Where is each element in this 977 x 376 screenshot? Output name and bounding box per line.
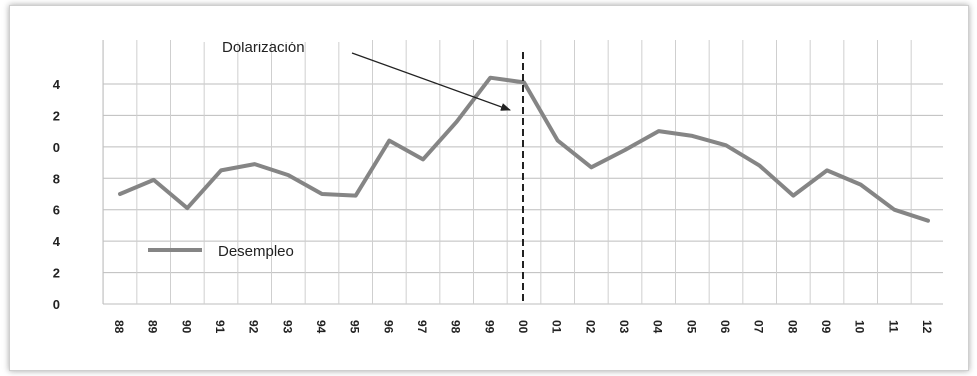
x-tick-label: 96 — [381, 320, 395, 334]
data-point — [320, 192, 324, 196]
data-point — [354, 194, 358, 198]
x-tick-label: 91 — [213, 320, 227, 334]
data-point — [758, 164, 762, 168]
x-tick-label: 98 — [449, 320, 463, 334]
data-point — [657, 129, 661, 133]
data-point — [286, 173, 290, 177]
x-tick-label: 12 — [920, 320, 934, 334]
x-tick-label: 04 — [651, 320, 665, 334]
x-axis-ticks: 88 89 90 91 92 93 94 95 96 97 98 99 00 01 02 03 04 05 06 07… — [112, 320, 934, 334]
x-tick-label: 95 — [348, 320, 362, 334]
data-point — [791, 194, 795, 198]
x-tick-label: 89 — [146, 320, 160, 334]
data-point — [455, 120, 459, 124]
x-tick-label: 97 — [415, 320, 429, 334]
data-point — [623, 148, 627, 152]
y-tick-label: 2 — [53, 108, 60, 123]
data-point — [488, 76, 492, 80]
chart-frame — [9, 5, 969, 371]
data-point — [118, 192, 122, 196]
data-point — [556, 139, 560, 143]
x-tick-label: 06 — [718, 320, 732, 334]
x-tick-label: 08 — [785, 320, 799, 334]
x-tick-label: 92 — [247, 320, 261, 334]
data-point — [219, 168, 223, 172]
data-point — [589, 165, 593, 169]
y-tick-label: 8 — [53, 171, 60, 186]
annotation-label: Dolarización — [222, 39, 305, 56]
data-point — [152, 178, 156, 182]
data-point — [859, 183, 863, 187]
x-tick-label: 94 — [314, 320, 328, 334]
x-tick-label: 00 — [516, 320, 530, 334]
x-tick-label: 03 — [617, 320, 631, 334]
x-tick-label: 90 — [179, 320, 193, 334]
y-tick-label: 0 — [53, 140, 60, 155]
y-tick-label: 4 — [53, 234, 61, 249]
annotation-group: Dolarización — [200, 30, 524, 304]
legend-label: Desempleo — [218, 243, 294, 260]
data-point — [522, 80, 526, 84]
x-tick-label: 99 — [482, 320, 496, 334]
x-tick-label: 09 — [819, 320, 833, 334]
x-tick-label: 05 — [684, 320, 698, 334]
x-tick-label: 07 — [752, 320, 766, 334]
x-tick-label: 93 — [280, 320, 294, 334]
data-point — [892, 208, 896, 212]
y-tick-label: 0 — [53, 297, 60, 312]
y-tick-label: 4 — [53, 77, 61, 92]
gridlines — [102, 40, 943, 305]
data-point — [690, 134, 694, 138]
y-axis-ticks: 0 2 4 6 8 0 2 4 — [53, 77, 61, 312]
data-point — [926, 219, 930, 223]
series-group — [118, 75, 930, 223]
data-point — [724, 143, 728, 147]
annotation-label-crop — [200, 30, 370, 42]
data-point — [825, 168, 829, 172]
x-tick-label: 10 — [853, 320, 867, 334]
data-point — [253, 162, 257, 166]
data-point — [387, 139, 391, 143]
y-tick-label: 6 — [53, 203, 60, 218]
annotation-arrow — [351, 52, 511, 111]
x-tick-label: 11 — [886, 320, 900, 333]
y-tick-label: 2 — [53, 266, 60, 281]
legend: Desempleo — [148, 243, 294, 260]
x-tick-label: 88 — [112, 320, 126, 334]
x-tick-label: 01 — [550, 320, 564, 334]
data-point — [421, 157, 425, 161]
data-point — [185, 206, 189, 210]
x-tick-label: 02 — [583, 320, 597, 334]
